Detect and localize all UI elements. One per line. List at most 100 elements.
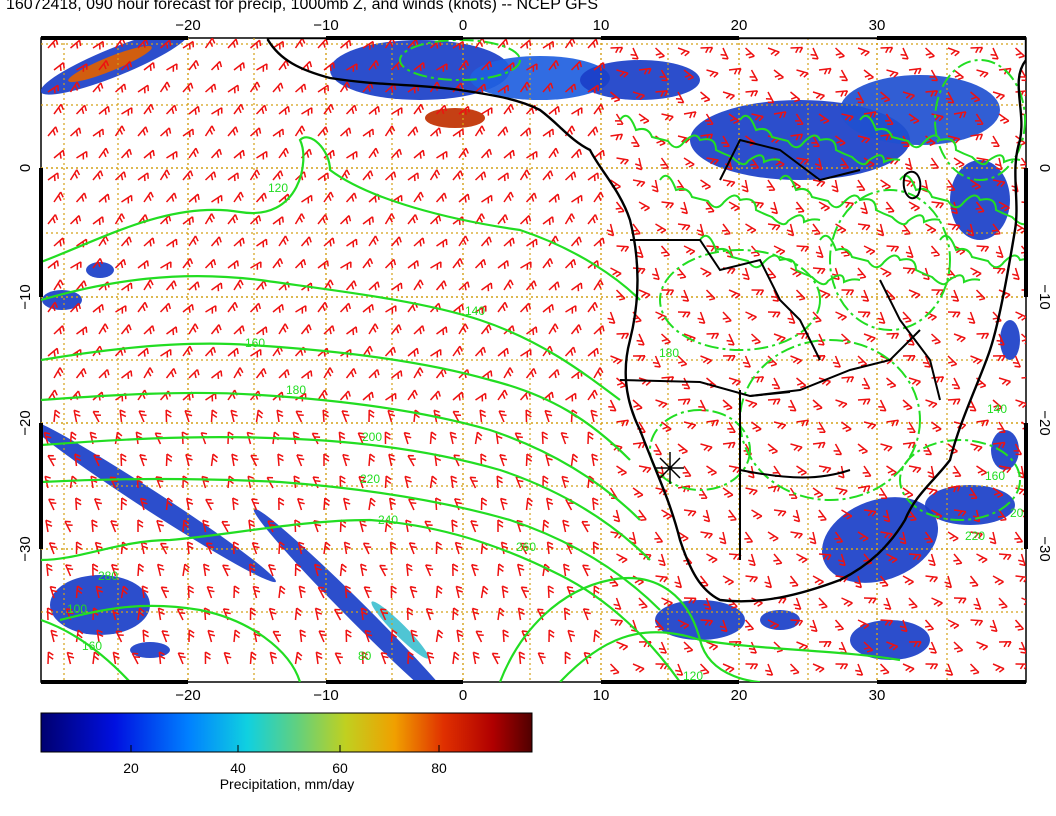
- wind-barb: [767, 619, 780, 630]
- wind-barb: [582, 564, 591, 577]
- wind-barb: [817, 421, 826, 434]
- wind-barb: [358, 475, 367, 489]
- wind-barb: [223, 651, 232, 665]
- wind-barb: [773, 111, 787, 119]
- wind-barb: [632, 399, 643, 411]
- wind-barb: [98, 323, 109, 335]
- wind-barb: [362, 345, 373, 357]
- wind-barb: [683, 641, 694, 653]
- wind-barb: [638, 113, 650, 124]
- wind-barb: [970, 267, 982, 278]
- wind-barb: [272, 303, 284, 313]
- wind-barb: [750, 157, 760, 169]
- wind-barb: [436, 150, 448, 160]
- wind-barb: [120, 236, 132, 247]
- wind-barb: [269, 651, 277, 665]
- wind-barb: [953, 111, 967, 119]
- contour-line: [659, 174, 821, 226]
- wind-barb: [384, 475, 392, 489]
- wind-barb: [184, 409, 193, 423]
- wind-barb: [182, 563, 190, 577]
- wind-barb: [407, 214, 419, 225]
- wind-barb: [339, 302, 352, 313]
- wind-barb: [339, 475, 346, 489]
- wind-barb: [683, 69, 694, 81]
- wind-barb: [121, 107, 133, 116]
- wind-barb: [861, 377, 871, 390]
- wind-barb: [751, 113, 764, 122]
- wind-barb: [997, 509, 1007, 521]
- coastline-and-borders: [266, 38, 1026, 603]
- wind-barb: [1012, 355, 1021, 368]
- wind-barb: [205, 83, 217, 93]
- wind-barb: [481, 194, 493, 204]
- wind-barb: [525, 409, 532, 423]
- wind-barb: [719, 619, 728, 633]
- wind-barb: [231, 453, 239, 467]
- wind-barb: [53, 325, 65, 335]
- contour-label: 220: [360, 472, 380, 486]
- wind-barb: [771, 289, 780, 302]
- wind-barb: [722, 441, 736, 449]
- wind-barb: [951, 377, 961, 390]
- wind-barb: [661, 113, 674, 122]
- contour-line: [934, 59, 1026, 181]
- wind-barb: [251, 541, 260, 555]
- wind-barb: [526, 150, 538, 160]
- wind-barb: [120, 497, 128, 511]
- wind-barb: [749, 69, 759, 82]
- wind-barb: [969, 575, 979, 587]
- wind-barb: [632, 487, 644, 498]
- wind-barb: [384, 258, 397, 269]
- wind-barb: [295, 410, 304, 423]
- wind-barb: [931, 421, 942, 433]
- wind-barb: [160, 586, 169, 599]
- wind-barb: [1014, 619, 1025, 631]
- precip-area: [821, 497, 939, 583]
- wind-barb: [681, 377, 691, 390]
- wind-barb: [661, 201, 675, 209]
- wind-barb: [233, 325, 245, 335]
- wind-barb: [362, 40, 375, 50]
- wind-barb: [677, 47, 690, 57]
- wind-barb: [516, 563, 525, 577]
- wind-barb: [452, 651, 460, 665]
- wind-barb: [314, 607, 323, 621]
- wind-barb: [966, 223, 975, 237]
- wind-barb: [727, 421, 736, 434]
- wind-barb: [976, 419, 990, 427]
- wind-barb: [886, 553, 898, 564]
- wind-barb: [638, 67, 652, 75]
- lat-label-right: 0: [1036, 164, 1053, 172]
- precip-area: [850, 620, 930, 660]
- wind-barb: [390, 629, 398, 643]
- wind-barb: [250, 454, 259, 467]
- wind-barb: [334, 652, 343, 665]
- contour-line: [779, 174, 941, 226]
- lon-label-bottom: 20: [731, 687, 748, 704]
- wind-barb: [53, 62, 65, 71]
- wind-barb: [98, 193, 110, 203]
- wind-barb: [210, 148, 222, 159]
- wind-barb: [301, 370, 313, 380]
- wind-barb: [908, 289, 921, 299]
- wind-barb: [120, 585, 129, 599]
- wind-barb: [773, 333, 786, 343]
- wind-barb: [380, 652, 389, 665]
- wind-barb: [901, 223, 911, 235]
- wind-barb: [75, 585, 83, 599]
- wind-barb: [520, 348, 532, 358]
- wind-barb: [728, 597, 738, 609]
- wind-barb: [976, 245, 990, 252]
- wind-barb: [677, 223, 691, 231]
- wind-barb: [721, 223, 731, 235]
- wind-barb: [677, 443, 688, 455]
- wind-barb: [252, 585, 261, 599]
- lat-label-right: −20: [1036, 410, 1053, 435]
- colorbar-label: Precipitation, mm/day: [220, 776, 355, 792]
- wind-barb: [542, 519, 550, 533]
- wind-barb: [249, 607, 256, 621]
- wind-barb: [745, 223, 757, 234]
- lon-label-top: −10: [313, 17, 338, 34]
- wind-barb: [722, 179, 736, 188]
